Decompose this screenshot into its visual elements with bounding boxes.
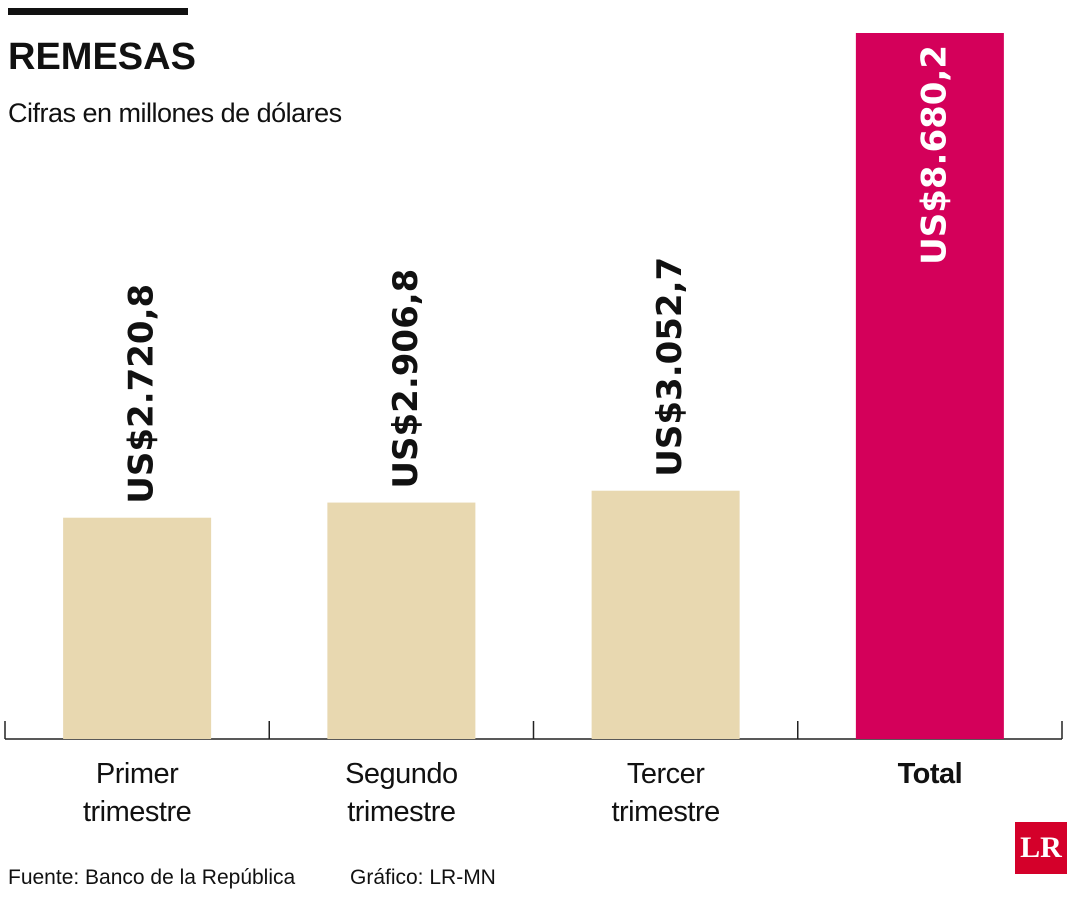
chart-subtitle: Cifras en millones de dólares — [8, 98, 342, 128]
x-tick-label: Tercer trimestre — [611, 758, 720, 828]
title-rule — [8, 8, 188, 15]
bar — [327, 502, 476, 739]
source: Fuente: Banco de la República — [8, 866, 296, 889]
value-label: US$2.906,8 — [386, 269, 426, 489]
value-label: US$8.680,2 — [914, 45, 954, 265]
credit: Gráfico: LR-MN — [350, 866, 496, 889]
value-label: US$3.052,7 — [650, 257, 690, 477]
chart-title: REMESAS — [8, 36, 196, 78]
x-tick-label: Primer trimestre — [82, 758, 192, 828]
x-tick-label: Segundo trimestre — [345, 758, 458, 828]
logo: LR — [1015, 822, 1067, 874]
bar — [63, 517, 212, 739]
x-tick-label: Total — [897, 758, 963, 790]
value-label: US$2.720,8 — [122, 284, 162, 504]
bar — [855, 33, 1004, 739]
bar — [591, 490, 740, 739]
